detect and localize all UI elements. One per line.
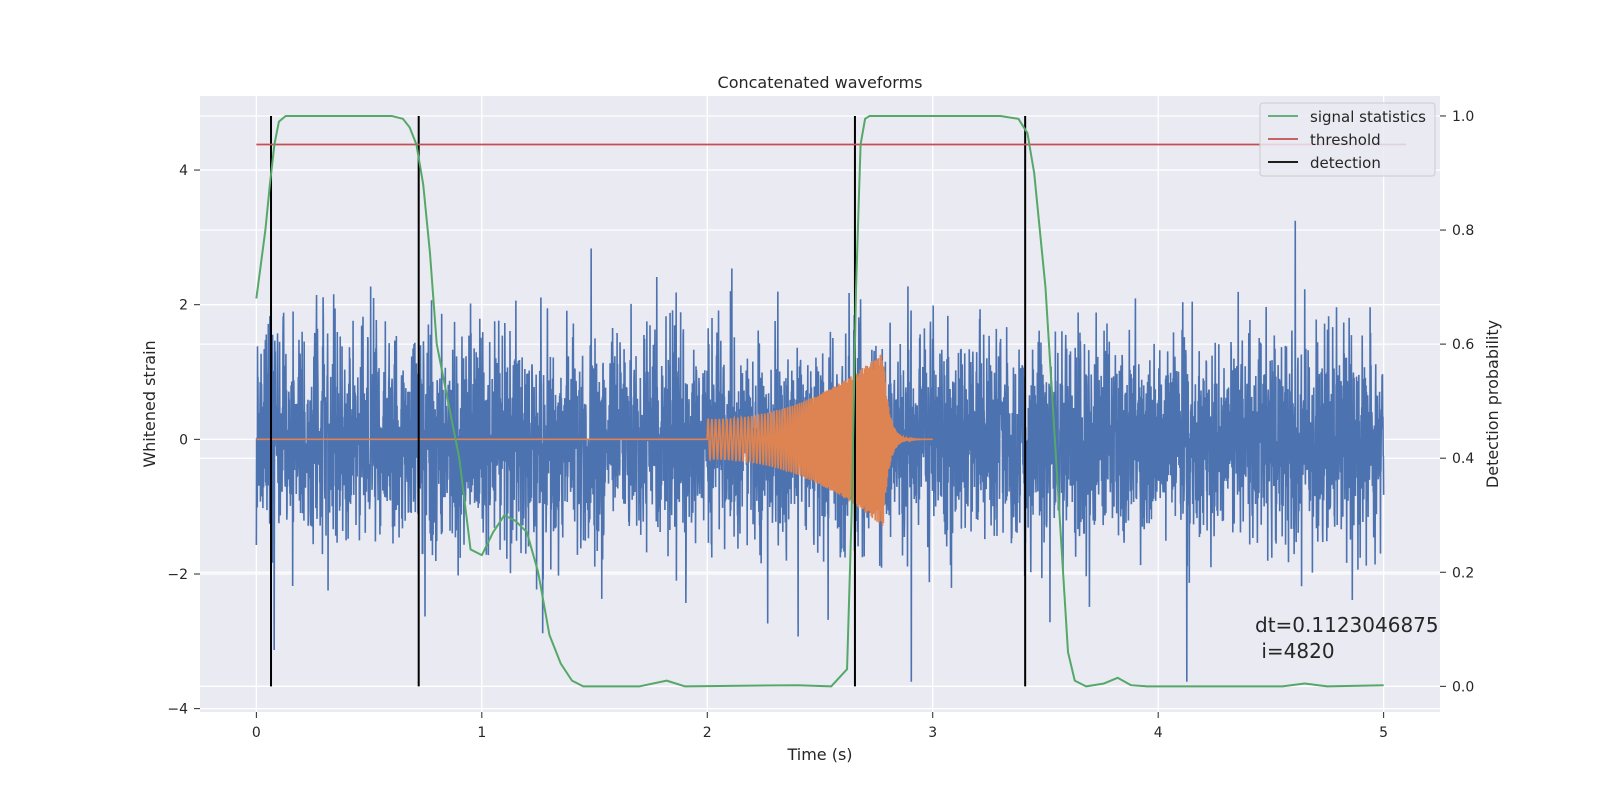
y-right-tick-label: 1.0 (1452, 109, 1474, 125)
x-tick-label: 1 (477, 725, 486, 741)
y-tick-label: 0 (179, 432, 188, 448)
legend-label-threshold: threshold (1310, 131, 1381, 149)
x-axis-label: Time (s) (786, 745, 852, 764)
y-tick-label: 2 (179, 298, 188, 314)
x-tick-label: 2 (703, 725, 712, 741)
annotation-dt: dt=0.1123046875 (1255, 613, 1439, 637)
y-right-tick-label: 0.2 (1452, 565, 1474, 581)
legend-label-detection: detection (1310, 154, 1381, 172)
legend-label-signal-statistics: signal statistics (1310, 108, 1426, 126)
chart-title: Concatenated waveforms (718, 73, 923, 92)
y-right-tick-label: 0.4 (1452, 451, 1474, 467)
y-right-tick-label: 0.6 (1452, 337, 1474, 353)
axes: 0 1 2 3 4 5 −4 −2 0 2 4 0.0 0.2 0.4 0.6 0.8 1.0 (167, 109, 1474, 741)
series-chirp-line (256, 354, 933, 527)
y-axis-label-right: Detection probability (1483, 320, 1502, 488)
legend-box (1259, 102, 1436, 177)
x-tick-label: 3 (928, 725, 937, 741)
y-tick-label: −2 (167, 567, 188, 583)
annotation-index: i=4820 (1255, 639, 1335, 663)
legend: signal statistics threshold detection (1259, 102, 1436, 177)
y-right-tick-label: 0.8 (1452, 223, 1474, 239)
y-axis-label: Whitened strain (140, 340, 159, 467)
data-layer (255, 114, 1407, 688)
y-tick-label: −4 (167, 702, 188, 718)
x-tick-label: 4 (1154, 725, 1163, 741)
y-right-tick-label: 0.0 (1452, 679, 1474, 695)
signal-statistics-line (255, 114, 1384, 688)
x-tick-label: 0 (252, 725, 261, 741)
x-tick-label: 5 (1379, 725, 1388, 741)
y-tick-label: 4 (179, 163, 188, 179)
